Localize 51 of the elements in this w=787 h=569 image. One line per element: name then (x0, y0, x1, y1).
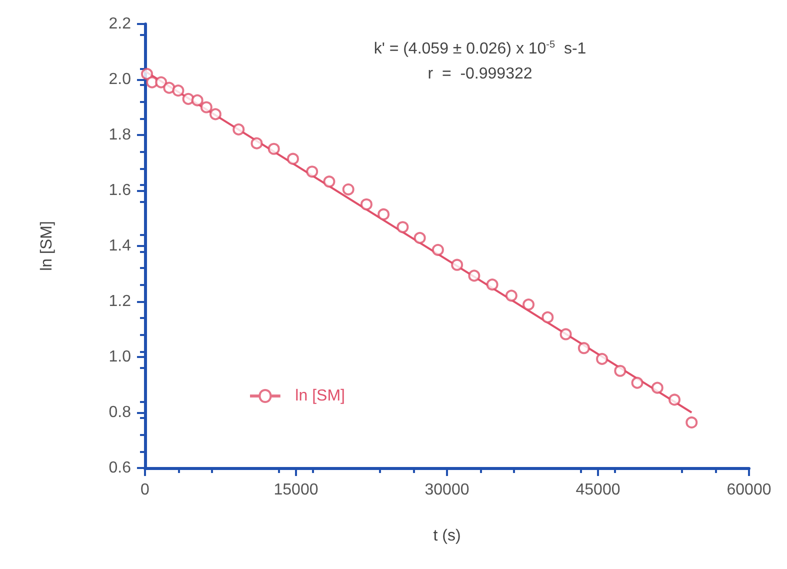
y-tick-label: 1.8 (108, 126, 132, 144)
x-tick-label: 15000 (274, 482, 318, 498)
point (360, 198, 372, 210)
point (686, 416, 698, 428)
point (651, 382, 664, 394)
point (378, 208, 390, 220)
y-tick-label: 1.6 (108, 182, 132, 199)
point (286, 152, 299, 165)
point (505, 290, 518, 302)
point (486, 278, 498, 291)
point (342, 183, 354, 196)
point (232, 123, 245, 136)
y-axis-title: ln [SM] (38, 221, 56, 271)
y-tick-label: 1.2 (108, 293, 132, 310)
point (432, 244, 444, 256)
point (306, 166, 318, 178)
point (522, 298, 535, 311)
legend-label: ln [SM] (295, 388, 345, 404)
annotation: r = -0.999322 (428, 66, 532, 82)
y-tick-label: 2.0 (108, 71, 132, 88)
x-tick-label: 45000 (576, 482, 620, 498)
point (614, 364, 626, 377)
point (191, 94, 204, 106)
point (172, 84, 184, 97)
y-tick-label: 2.2 (108, 16, 132, 32)
y-tick-label: 1.4 (108, 238, 132, 254)
point (323, 176, 336, 188)
x-tick-label: 60000 (726, 482, 772, 498)
point (631, 376, 644, 389)
point (141, 68, 154, 80)
point (250, 137, 263, 150)
point (163, 82, 176, 94)
point (596, 352, 608, 365)
point (578, 342, 590, 354)
x-axis-title: t (s) (433, 528, 461, 544)
x-tick-label: 0 (140, 482, 150, 498)
point (155, 76, 168, 88)
point (542, 311, 554, 324)
point (209, 108, 222, 120)
point (468, 270, 480, 282)
x-tick-label: 30000 (424, 482, 470, 498)
point (668, 394, 681, 406)
point (560, 328, 572, 340)
y-tick-label: 0.6 (108, 460, 132, 476)
point (414, 232, 426, 244)
point (268, 142, 280, 155)
y-tick-label: 0.8 (108, 404, 132, 421)
point (200, 101, 212, 114)
point (396, 221, 409, 234)
y-tick-label: 1.0 (108, 348, 132, 366)
point (451, 258, 464, 271)
